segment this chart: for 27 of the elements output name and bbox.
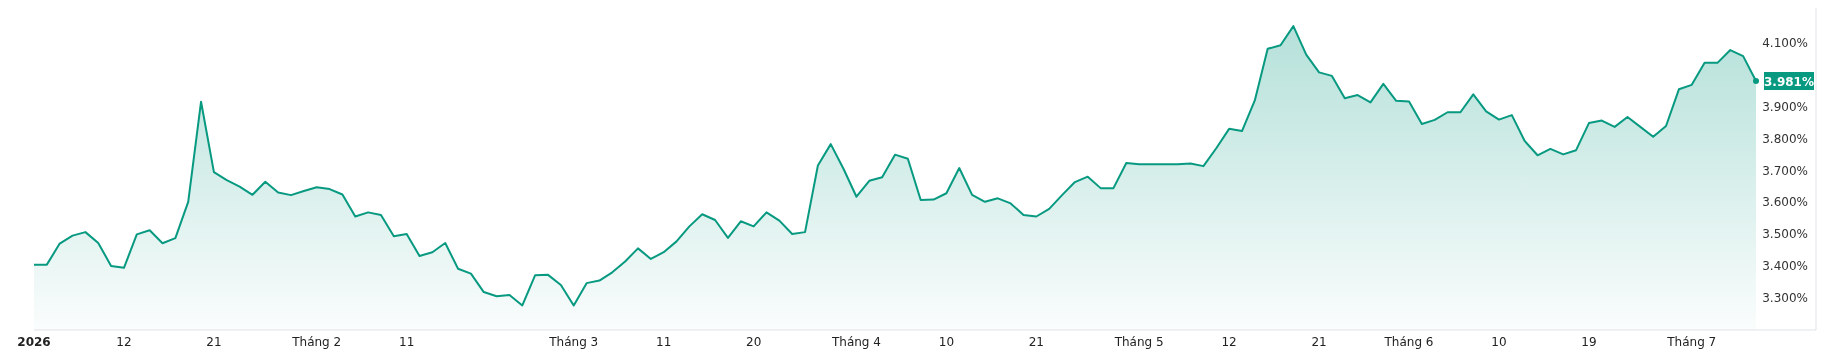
y-tick-label: 3.300% [1762,291,1808,306]
y-tick-label: 4.100% [1762,36,1808,51]
x-tick-label: 2026 [17,335,51,349]
y-tick-label: 3.400% [1762,259,1808,274]
x-tick-label: Tháng 4 [830,335,881,349]
x-tick-label: Tháng 3 [548,335,599,349]
x-tick-label: Tháng 6 [1383,335,1434,349]
y-tick-label: 3.900% [1762,99,1808,114]
x-tick-label: 11 [399,335,415,349]
x-tick-label: 20 [746,335,762,349]
x-tick-label: Tháng 2 [291,335,342,349]
x-tick-label: 19 [1581,335,1597,349]
y-tick-label: 3.800% [1762,131,1808,146]
y-tick-label: 3.500% [1762,227,1808,242]
x-tick-label: 11 [656,335,672,349]
x-tick-label: Tháng 5 [1113,335,1164,349]
x-tick-label: 21 [1028,335,1044,349]
x-tick-label: 21 [1311,335,1327,349]
x-tick-label: 21 [206,335,222,349]
data-label: 3.981% [1764,74,1814,89]
x-tick-label: 12 [1221,335,1237,349]
x-tick-label: Tháng 7 [1666,335,1717,349]
y-tick-label: 3.600% [1762,195,1808,210]
x-tick-label: 10 [938,335,955,349]
x-tick-label: 12 [116,335,132,349]
x-tick-label: 10 [1491,335,1507,349]
y-tick-label: 3.700% [1762,163,1808,178]
